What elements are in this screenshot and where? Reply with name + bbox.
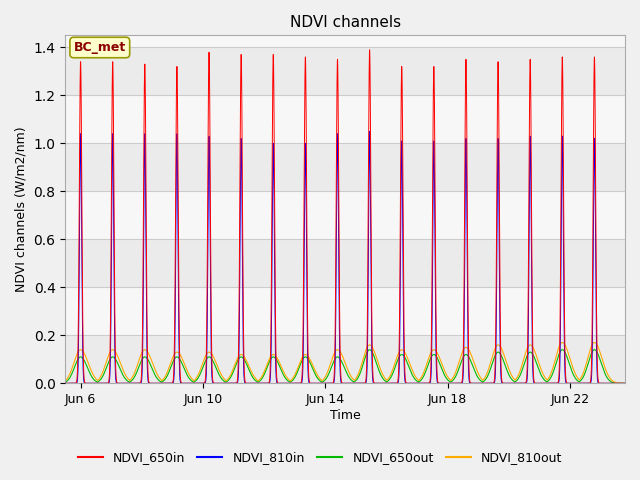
NDVI_810in bbox=[365, 129, 373, 134]
NDVI_650in bbox=[92, 381, 100, 386]
NDVI_810out bbox=[559, 340, 566, 346]
NDVI_810in bbox=[82, 381, 90, 386]
NDVI_650in bbox=[61, 381, 68, 386]
X-axis label: Time: Time bbox=[330, 409, 360, 422]
NDVI_810in bbox=[333, 133, 341, 139]
NDVI_810in bbox=[61, 381, 68, 386]
NDVI_650out bbox=[82, 360, 90, 366]
NDVI_650in bbox=[591, 119, 599, 124]
NDVI_650out bbox=[333, 354, 341, 360]
NDVI_650out bbox=[559, 347, 566, 353]
NDVI_650in bbox=[58, 381, 66, 386]
NDVI_810in bbox=[92, 381, 100, 386]
NDVI_810out bbox=[92, 376, 100, 382]
NDVI_650in bbox=[365, 47, 373, 53]
NDVI_650out bbox=[92, 378, 100, 384]
Bar bbox=[65, 192, 625, 240]
NDVI_810out bbox=[169, 355, 177, 361]
NDVI_810out bbox=[621, 381, 629, 386]
NDVI_650out bbox=[58, 380, 66, 386]
NDVI_810in bbox=[169, 380, 177, 386]
Line: NDVI_810out: NDVI_810out bbox=[62, 343, 625, 384]
NDVI_650in bbox=[82, 380, 90, 386]
NDVI_650in bbox=[169, 380, 177, 385]
NDVI_650in bbox=[621, 381, 629, 386]
NDVI_810out bbox=[591, 340, 599, 346]
NDVI_650out bbox=[591, 347, 599, 353]
Legend: NDVI_650in, NDVI_810in, NDVI_650out, NDVI_810out: NDVI_650in, NDVI_810in, NDVI_650out, NDV… bbox=[72, 446, 568, 469]
NDVI_810in bbox=[591, 197, 599, 203]
NDVI_650out bbox=[169, 360, 177, 366]
NDVI_810out bbox=[333, 347, 341, 353]
NDVI_810in bbox=[621, 381, 629, 386]
Bar bbox=[65, 336, 625, 384]
Text: BC_met: BC_met bbox=[74, 41, 126, 54]
NDVI_810out bbox=[58, 380, 66, 385]
Bar bbox=[65, 240, 625, 288]
Bar bbox=[65, 96, 625, 144]
NDVI_650in bbox=[333, 59, 341, 65]
NDVI_810in bbox=[58, 381, 66, 386]
Line: NDVI_650in: NDVI_650in bbox=[62, 50, 625, 384]
Line: NDVI_650out: NDVI_650out bbox=[62, 350, 625, 384]
NDVI_810out bbox=[82, 353, 90, 359]
Bar bbox=[65, 36, 625, 48]
NDVI_650out bbox=[621, 381, 629, 386]
Y-axis label: NDVI channels (W/m2/nm): NDVI channels (W/m2/nm) bbox=[15, 127, 28, 292]
Bar bbox=[65, 48, 625, 96]
Line: NDVI_810in: NDVI_810in bbox=[62, 132, 625, 384]
NDVI_650out bbox=[61, 380, 68, 385]
NDVI_810out bbox=[61, 378, 68, 384]
Bar bbox=[65, 144, 625, 192]
Bar bbox=[65, 288, 625, 336]
Title: NDVI channels: NDVI channels bbox=[289, 15, 401, 30]
